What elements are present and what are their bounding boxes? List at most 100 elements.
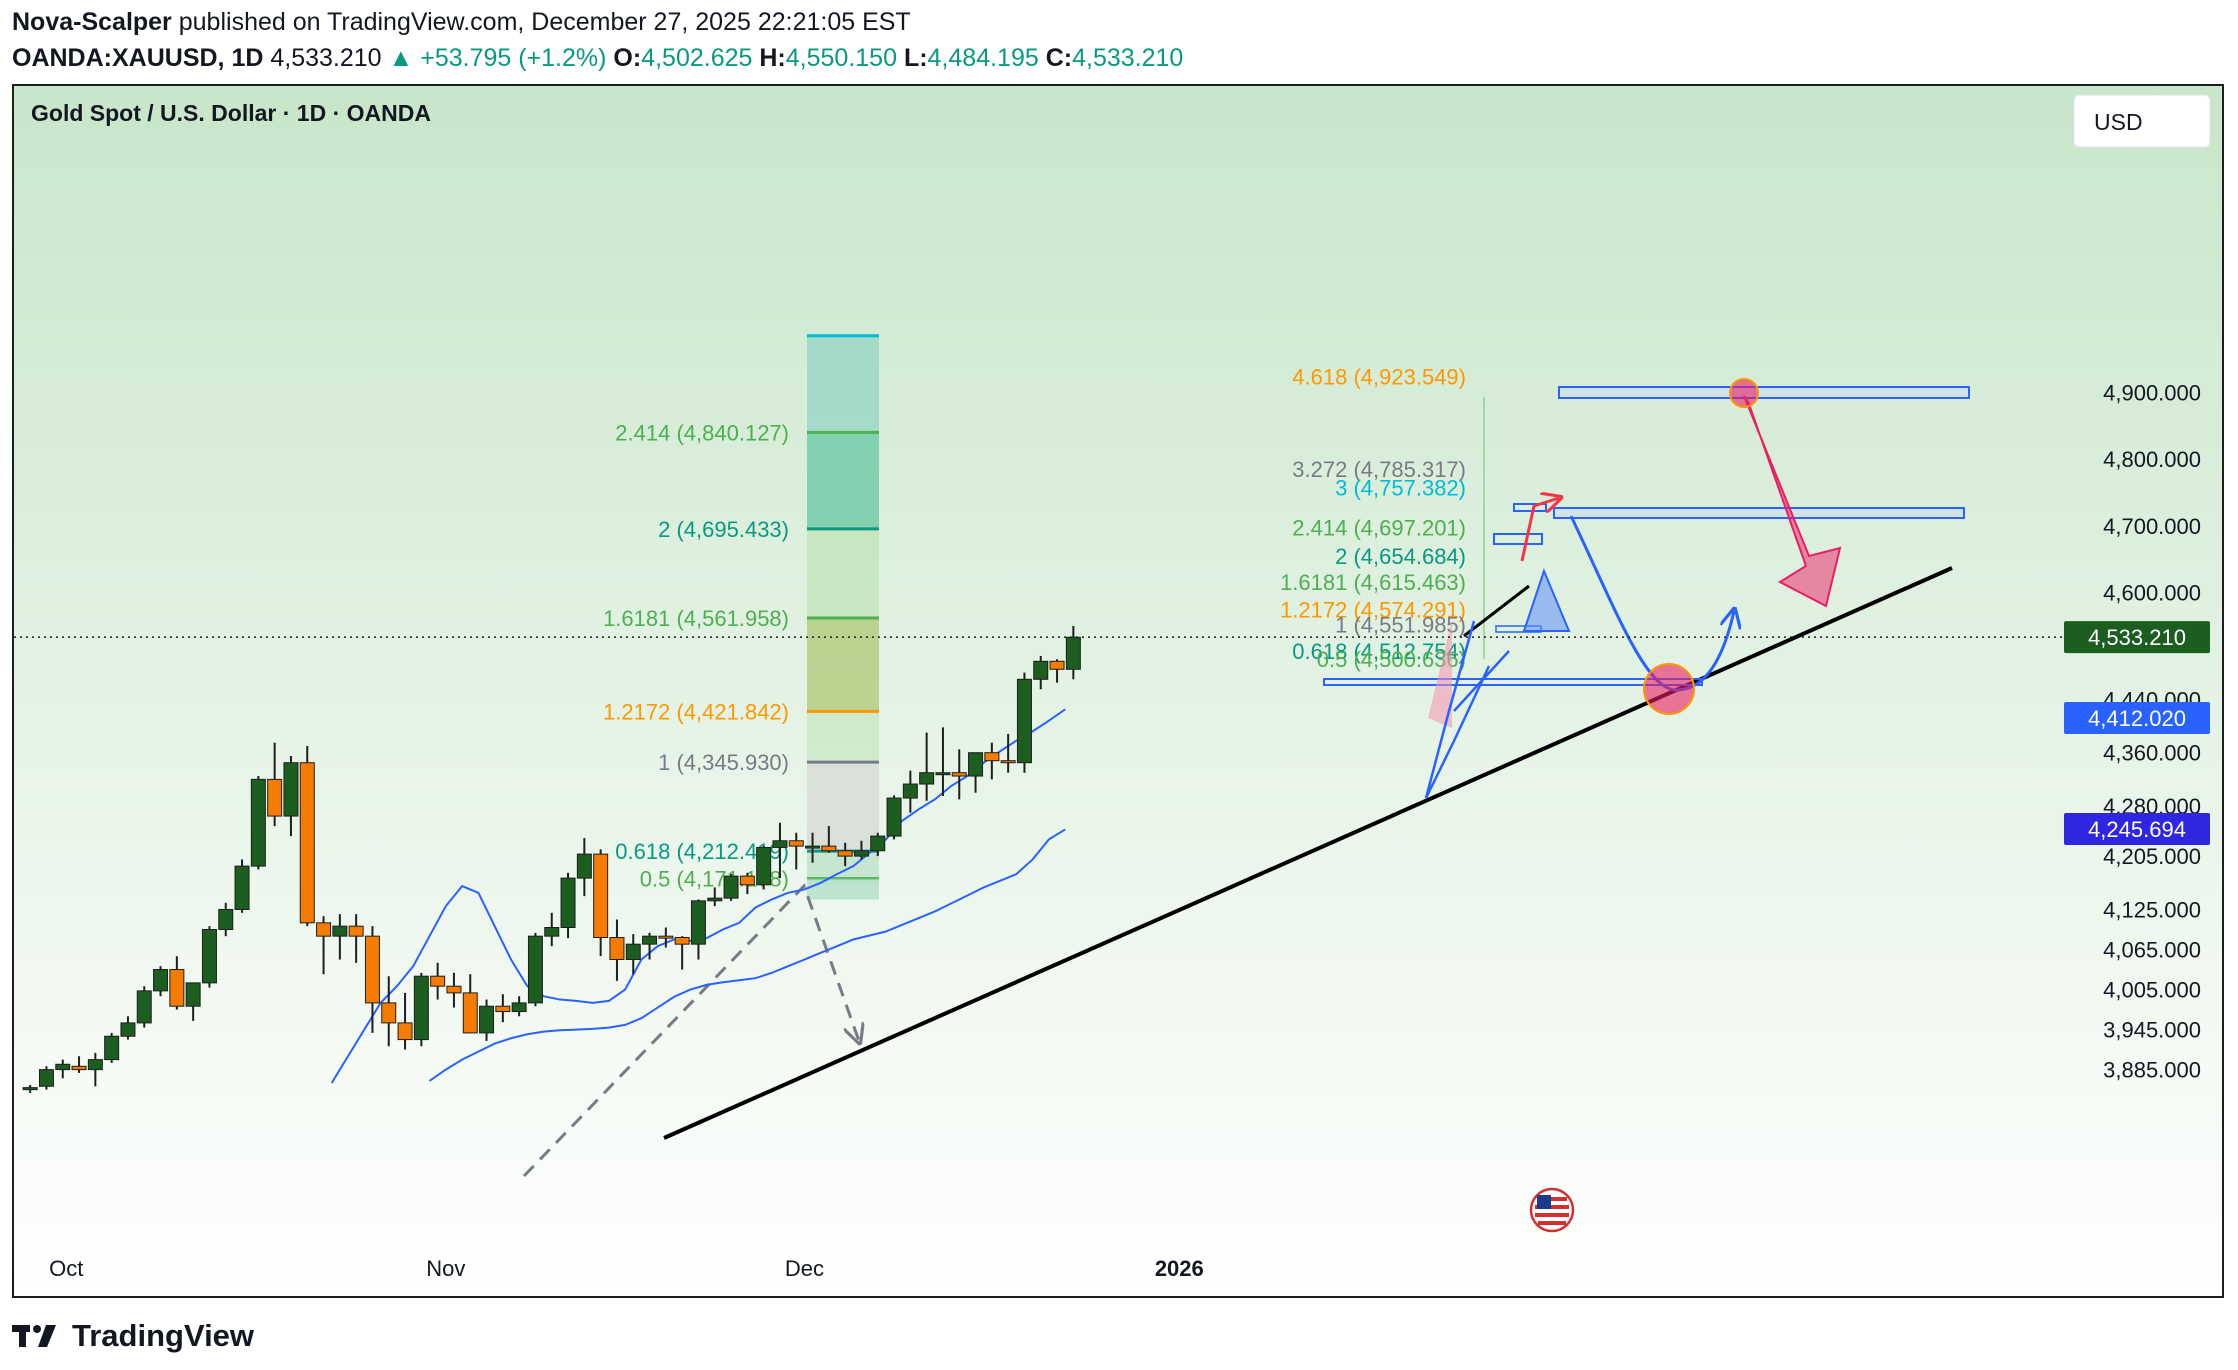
candle-body <box>984 752 1000 762</box>
price-tick-label: 3,945.000 <box>2103 1018 2201 1043</box>
candle-body <box>250 778 266 867</box>
fib-zone <box>807 528 879 618</box>
candle-body <box>299 762 315 924</box>
moving-average-slow <box>428 828 1066 1082</box>
candle-body <box>723 875 739 899</box>
fib-right-label: 2.414 (4,697.201) <box>1292 516 1466 541</box>
candle-body <box>642 935 658 945</box>
resistance-zone-box-lower[interactable] <box>1553 507 1965 519</box>
candle-body <box>413 975 429 1041</box>
red-projection-triangle[interactable] <box>1428 620 1452 728</box>
candle-body <box>1065 636 1081 670</box>
annotation-drawings[interactable] <box>522 378 1970 1178</box>
candle-body <box>772 840 788 848</box>
candle-body <box>104 1035 120 1061</box>
price-tags: 4,533.210 4,412.020 4,245.694 <box>2064 621 2210 845</box>
candle-body <box>169 969 185 1007</box>
candle-body <box>120 1022 136 1037</box>
time-tick-label: Oct <box>49 1256 83 1281</box>
candle-body <box>870 835 886 852</box>
fib-right-label: 3 (4,757.382) <box>1335 476 1466 501</box>
candle-body <box>1016 678 1032 764</box>
blue-leg-2[interactable] <box>1424 665 1491 799</box>
price-chart[interactable]: 2.414 (4,840.127) 2 (4,695.433) 1.6181 (4,… <box>14 86 2222 1296</box>
blue-leg-3[interactable] <box>1453 650 1510 712</box>
pink-down-arrow[interactable] <box>1743 395 1842 608</box>
candle-body <box>788 840 804 847</box>
candle-body <box>185 982 201 1007</box>
fib-right-label: 4.618 (4,923.549) <box>1292 365 1466 390</box>
fib-left-label: 1 (4,345.930) <box>658 750 789 775</box>
chart-background <box>14 86 2222 1296</box>
candle-body <box>609 937 625 961</box>
red-small-arrow[interactable] <box>1520 498 1559 562</box>
blue-triangle[interactable] <box>1522 568 1571 632</box>
low-value: 4,484.195 <box>927 44 1039 72</box>
time-tick-label: 2026 <box>1155 1256 1204 1281</box>
candle-body <box>1000 760 1016 764</box>
blue-leg-1[interactable] <box>1424 620 1476 799</box>
price-tick-label: 3,885.000 <box>2103 1058 2201 1083</box>
candle-body <box>1049 660 1065 670</box>
candle-body <box>136 990 152 1024</box>
candle-body <box>756 846 772 886</box>
candle-body <box>87 1059 103 1071</box>
candle-body <box>1033 660 1049 680</box>
fib-right-label: 1 (4,551.985) <box>1335 613 1466 638</box>
time-tick-label: Dec <box>785 1256 824 1281</box>
fib-zone <box>807 711 879 763</box>
currency-box[interactable] <box>2073 94 2211 148</box>
candle-body <box>544 926 560 937</box>
candle-body <box>397 1022 413 1041</box>
target-circle-upper[interactable] <box>1729 378 1759 408</box>
price-tick-label: 4,005.000 <box>2103 978 2201 1003</box>
candle-body <box>446 985 462 994</box>
target-circle-lower[interactable] <box>1643 663 1695 715</box>
tradingview-logo-icon <box>12 1325 56 1347</box>
fib-left-label: 2.414 (4,840.127) <box>615 420 789 445</box>
candle-body <box>71 1065 87 1071</box>
short-trendline[interactable] <box>1463 584 1530 638</box>
candle-body <box>576 853 592 879</box>
currency-selector[interactable]: USD <box>2073 94 2211 148</box>
price-tick-label: 4,360.000 <box>2103 741 2201 766</box>
price-tag-box <box>2064 812 2210 845</box>
price-tick-label: 4,065.000 <box>2103 938 2201 963</box>
candle-body <box>690 900 706 945</box>
candle-body <box>234 865 250 910</box>
small-zone-box-b[interactable] <box>1493 533 1543 545</box>
price-tick-label: 4,205.000 <box>2103 844 2201 869</box>
fib-zone <box>807 432 879 529</box>
resistance-zone-box-upper[interactable] <box>1558 386 1970 399</box>
candle-body <box>560 877 576 928</box>
close-value: 4,533.210 <box>1072 44 1184 72</box>
ascending-trendline[interactable] <box>663 566 1953 1140</box>
author-name[interactable]: Nova-Scalper <box>12 8 172 36</box>
candle-body <box>430 975 446 987</box>
candle-body <box>707 897 723 902</box>
chart-legend: Gold Spot / U.S. Dollar · 1D · OANDA <box>31 100 431 126</box>
candle-body <box>38 1069 54 1087</box>
time-axis[interactable]: Oct Nov Dec 2026 <box>49 1256 1204 1281</box>
support-zone-box[interactable] <box>1323 678 1703 686</box>
low-label: L: <box>903 44 928 72</box>
fib-extension-right[interactable]: 4.618 (4,923.549) 3.272 (4,785.317)3 (4,7… <box>1280 365 1485 672</box>
price-tag-box <box>2064 701 2210 734</box>
us-flag-icon[interactable] <box>1529 1187 1575 1233</box>
fib-left-label: 1.6181 (4,561.958) <box>603 606 789 631</box>
high-value: 4,550.150 <box>785 44 897 72</box>
price-tick-label: 4,125.000 <box>2103 897 2201 922</box>
candle-body <box>853 850 869 857</box>
open-value: 4,502.625 <box>641 44 753 72</box>
candle-body <box>479 1005 495 1034</box>
fib-zone <box>807 762 879 852</box>
open-label: O: <box>613 44 642 72</box>
fib-right-label: 2 (4,654.684) <box>1335 544 1466 569</box>
candle-body <box>919 772 935 785</box>
brand-name: TradingView <box>72 1318 255 1353</box>
dashed-projection-path[interactable] <box>522 883 859 1178</box>
chart-title: Gold Spot / U.S. Dollar · 1D · OANDA <box>31 100 431 126</box>
close-label: C: <box>1045 44 1073 72</box>
candle-body <box>511 1002 527 1013</box>
candle-body <box>951 772 967 777</box>
